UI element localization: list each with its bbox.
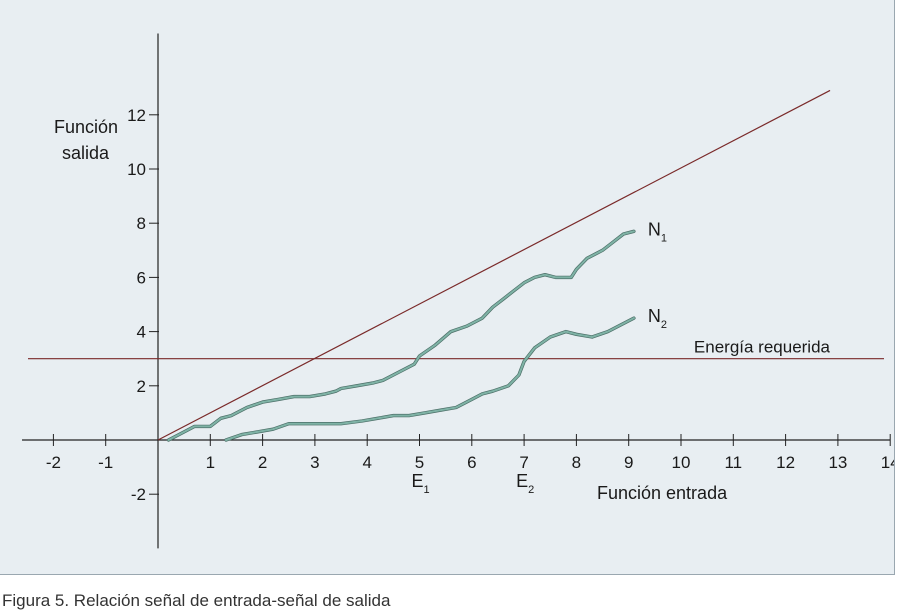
x-tick-label: 2: [258, 453, 267, 472]
y-tick-label: 6: [137, 268, 146, 287]
x-tick-label: 6: [467, 453, 476, 472]
figure-frame: -2-11234567891011121314-224681012Energía…: [0, 0, 895, 575]
y-tick-label: 12: [127, 106, 146, 125]
x-axis-title: Función entrada: [597, 483, 728, 503]
x-tick-label: 5: [415, 453, 424, 472]
y-tick-label: 4: [137, 323, 146, 342]
series-curve-1: [167, 230, 635, 441]
x-tick-label: 12: [776, 453, 795, 472]
x-tick-label: 4: [362, 453, 371, 472]
series-curve-outline: [224, 316, 636, 442]
x-tick-label: 10: [672, 453, 691, 472]
x-tick-label: 7: [519, 453, 528, 472]
x-tick-label: 11: [724, 453, 742, 472]
chart-svg: -2-11234567891011121314-224681012Energía…: [22, 33, 894, 549]
y-tick-label: 10: [127, 160, 146, 179]
labels-group: -2-11234567891011121314-224681012Energía…: [46, 106, 894, 504]
x-tick-label: -2: [46, 453, 61, 472]
annotation-2: E2: [516, 471, 534, 496]
y-axis-title-line-1: Función: [54, 117, 118, 137]
y-tick-label: 2: [137, 377, 146, 396]
lines-group: [28, 89, 884, 442]
annotation-1: E1: [412, 471, 430, 496]
reference-line: [157, 89, 831, 441]
x-tick-label: 8: [572, 453, 581, 472]
figure-caption: Figura 5. Relación señal de entrada-seña…: [2, 591, 391, 610]
x-tick-label: 1: [206, 453, 215, 472]
series-curve-outline: [166, 229, 636, 442]
x-tick-label: 13: [828, 453, 847, 472]
y-tick-label: 8: [137, 214, 146, 233]
series-label-1: N1: [648, 219, 667, 244]
x-tick-label: -1: [98, 453, 113, 472]
series-curve-2: [225, 317, 635, 441]
x-tick-label: 14: [881, 453, 894, 472]
y-tick-label: -2: [131, 485, 146, 504]
threshold-label: Energía requerida: [694, 338, 831, 357]
y-axis-title-line-2: salida: [62, 143, 110, 163]
series-label-2: N2: [648, 306, 667, 331]
x-tick-label: 9: [624, 453, 633, 472]
axes-group: [22, 33, 891, 549]
x-tick-label: 3: [310, 453, 319, 472]
